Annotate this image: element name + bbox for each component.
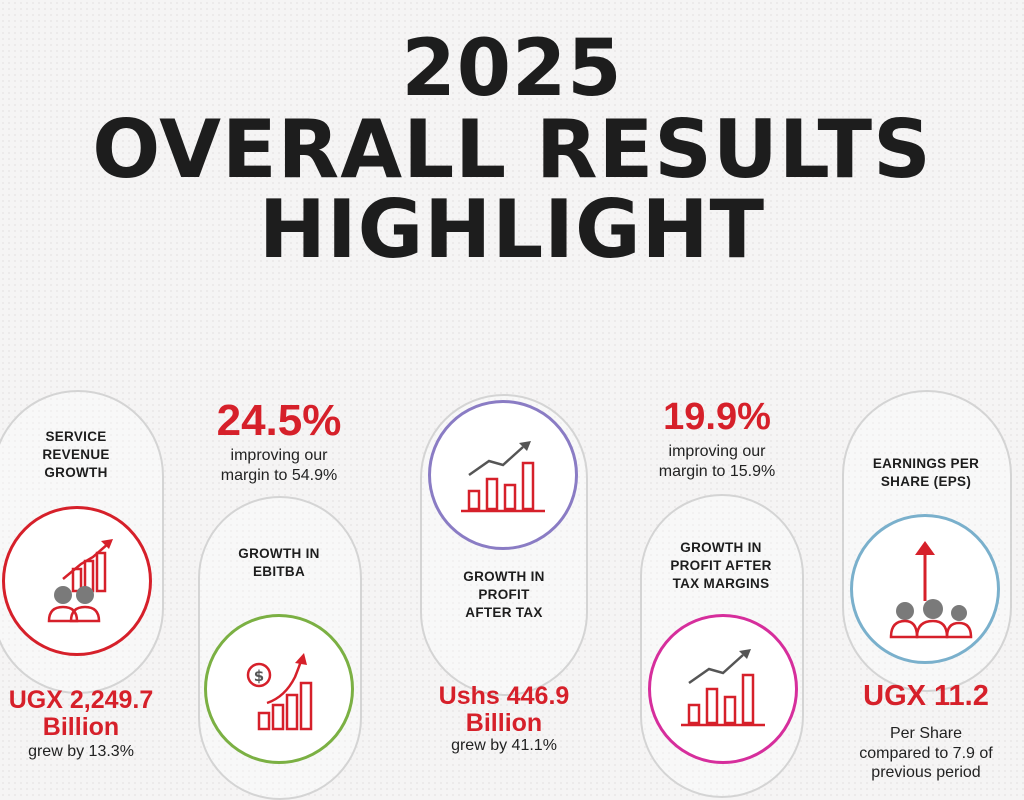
service-revenue-label: SERVICE REVENUE GROWTH bbox=[42, 429, 110, 480]
bar-line-chart-icon-2 bbox=[681, 649, 765, 727]
people-growth-chart-icon bbox=[47, 539, 113, 623]
eps-detail: Per Share compared to 7.9 of previous pe… bbox=[859, 725, 993, 782]
profit-after-tax-ring bbox=[428, 400, 578, 550]
service-revenue-detail: grew by 13.3% bbox=[28, 743, 134, 760]
eps-value: UGX 11.2 bbox=[863, 680, 989, 712]
profit-after-tax-value: Ushs 446.9 bbox=[438, 682, 570, 710]
ebitba-headline-detail: improving our margin to 54.9% bbox=[220, 447, 338, 484]
eps-label: EARNINGS PER SHARE (EPS) bbox=[872, 456, 980, 489]
pat-margin-ring bbox=[648, 614, 798, 764]
eps-ring bbox=[850, 514, 1000, 664]
ebitba-headline: 24.5% bbox=[216, 396, 342, 445]
profit-after-tax-label: GROWTH IN PROFIT AFTER TAX bbox=[463, 569, 545, 620]
ebitba-ring: $ bbox=[204, 614, 354, 764]
profit-after-tax-detail: grew by 41.1% bbox=[451, 737, 557, 754]
people-arrow-up-icon bbox=[889, 541, 973, 639]
ebitba-label: GROWTH IN EBITBA bbox=[238, 546, 320, 579]
service-revenue-value: UGX 2,249.7 bbox=[8, 686, 154, 714]
pat-margin-headline-detail: improving our margin to 15.9% bbox=[658, 443, 776, 480]
bar-line-chart-icon bbox=[461, 441, 545, 513]
title-sub: HIGHLIGHT bbox=[258, 183, 766, 276]
service-revenue-unit: Billion bbox=[42, 713, 120, 741]
svg-text:$: $ bbox=[254, 667, 264, 685]
pat-margin-headline: 19.9% bbox=[663, 396, 771, 438]
title-main: OVERALL RESULTS bbox=[92, 103, 932, 196]
title-year: 2025 bbox=[401, 24, 623, 114]
dollar-growth-chart-icon: $ bbox=[246, 653, 313, 731]
pat-margin-label: GROWTH IN PROFIT AFTER TAX MARGINS bbox=[670, 540, 772, 591]
profit-after-tax-unit: Billion bbox=[465, 709, 543, 737]
service-revenue-ring bbox=[2, 506, 152, 656]
